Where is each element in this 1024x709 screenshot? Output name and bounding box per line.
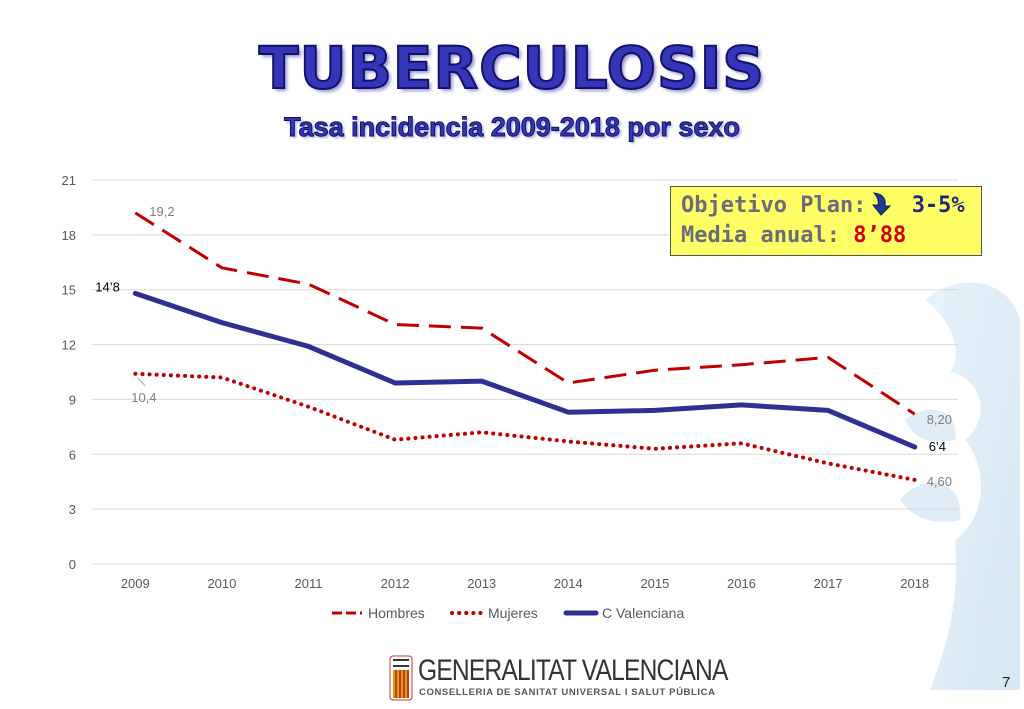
data-label: 6’4 xyxy=(929,439,946,454)
chart-legend: Hombres Mujeres C Valenciana xyxy=(332,605,684,621)
data-label: 19,2 xyxy=(149,204,174,219)
legend-label: Hombres xyxy=(368,605,425,621)
series-line-c-valenciana xyxy=(132,290,918,450)
down-arrow-icon xyxy=(868,192,896,216)
generalitat-logo: GENERALITAT VALENCIANA CONSELLERIA DE SA… xyxy=(388,650,728,702)
x-tick-label: 2009 xyxy=(121,576,150,591)
y-tick-label: 12 xyxy=(62,338,76,353)
data-label: 10,4 xyxy=(131,390,156,405)
objective-box: Objetivo Plan: 3-5% Media anual: 8’88 xyxy=(670,186,982,256)
x-tick-label: 2016 xyxy=(727,576,756,591)
x-tick-label: 2015 xyxy=(640,576,669,591)
generalitat-emblem-icon xyxy=(389,655,413,701)
slide-subtitle: Tasa incidencia 2009-2018 por sexo xyxy=(284,112,741,143)
series-line-mujeres xyxy=(133,371,917,482)
label-leader-line xyxy=(136,377,146,387)
data-label: 8,20 xyxy=(927,412,952,427)
watermark-emblem xyxy=(900,282,1020,690)
y-tick-label: 6 xyxy=(69,447,76,462)
data-labels: 19,2 8,20 10,4 4,60 14’8 6’4 xyxy=(95,204,952,489)
annual-average-value: 8’88 xyxy=(853,223,907,248)
slide-title: TUBERCULOSIS xyxy=(258,33,766,103)
series-line-hombres xyxy=(134,211,916,416)
logo-subtitle: CONSELLERIA DE SANITAT UNIVERSAL I SALUT… xyxy=(419,687,716,698)
page-number: 7 xyxy=(1002,674,1011,691)
y-tick-label: 0 xyxy=(69,557,76,572)
x-axis-ticks: 2009 2010 2011 2012 2013 2014 2015 2016 2017 2018 xyxy=(121,576,929,591)
x-tick-label: 2011 xyxy=(295,576,323,591)
x-tick-label: 2014 xyxy=(554,576,583,591)
x-tick-label: 2018 xyxy=(900,576,929,591)
x-tick-label: 2017 xyxy=(814,576,843,591)
y-tick-label: 18 xyxy=(62,228,76,243)
x-tick-label: 2013 xyxy=(467,576,496,591)
annual-average-label: Media anual: xyxy=(681,223,840,248)
x-tick-label: 2012 xyxy=(381,576,410,591)
data-label: 4,60 xyxy=(927,474,952,489)
y-tick-label: 3 xyxy=(69,502,76,517)
data-label: 14’8 xyxy=(95,279,120,294)
x-tick-label: 2010 xyxy=(207,576,236,591)
logo-name: GENERALITAT VALENCIANA xyxy=(418,654,728,687)
objective-line: Objetivo Plan: 3-5% xyxy=(681,191,981,221)
chart-series xyxy=(132,211,918,482)
objective-value: 3-5% xyxy=(911,193,965,218)
annual-average-line: Media anual: 8’88 xyxy=(681,221,981,251)
y-axis-ticks: 0 3 6 9 12 15 18 21 xyxy=(62,173,76,572)
y-tick-label: 15 xyxy=(62,283,76,298)
objective-label: Objetivo Plan: xyxy=(681,193,867,218)
y-tick-label: 21 xyxy=(62,173,76,188)
legend-label: C Valenciana xyxy=(602,605,684,621)
y-tick-label: 9 xyxy=(69,392,76,407)
legend-label: Mujeres xyxy=(488,605,538,621)
